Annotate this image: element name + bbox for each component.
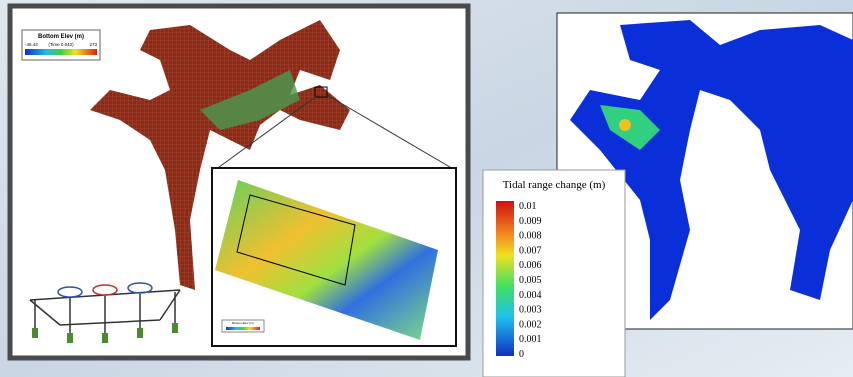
tidal-legend-label: 0.007 (519, 245, 542, 256)
inset-legend-title: Bottom Elev (m) (232, 321, 254, 325)
legend-time: (Time 0.042) (48, 42, 74, 47)
legend-max: 273 (89, 42, 97, 47)
tidal-legend-label: 0.005 (519, 275, 542, 286)
tidal-colorbar (496, 201, 514, 356)
tidal-legend-label: 0.006 (519, 260, 542, 271)
tidal-legend-label: 0 (519, 349, 524, 360)
scene: Bottom Elev (m) Bottom Elev (m) -46.43 (… (0, 0, 853, 377)
tidal-legend-label: 0.008 (519, 231, 542, 242)
tidal-legend-label: 0.002 (519, 319, 542, 330)
page: Bottom Elev (m) Bottom Elev (m) -46.43 (… (0, 0, 853, 377)
inset-colorbar (226, 327, 260, 330)
tidal-legend-label: 0.004 (519, 290, 542, 301)
tidal-hotspot (619, 119, 631, 131)
tidal-legend-labels: 0.01 0.009 0.008 0.007 0.006 0.005 0.004 0.003 0… (519, 201, 542, 360)
tidal-legend-label: 0.001 (519, 334, 542, 345)
legend-title: Bottom Elev (m) (38, 34, 84, 40)
tidal-legend-label: 0.01 (519, 201, 537, 212)
tidal-legend-label: 0.009 (519, 216, 542, 227)
tidal-legend-title: Tidal range change (m) (503, 179, 606, 191)
legend-min: -46.43 (25, 42, 38, 47)
tidal-legend-label: 0.003 (519, 305, 542, 316)
legend-colorbar (25, 49, 97, 55)
